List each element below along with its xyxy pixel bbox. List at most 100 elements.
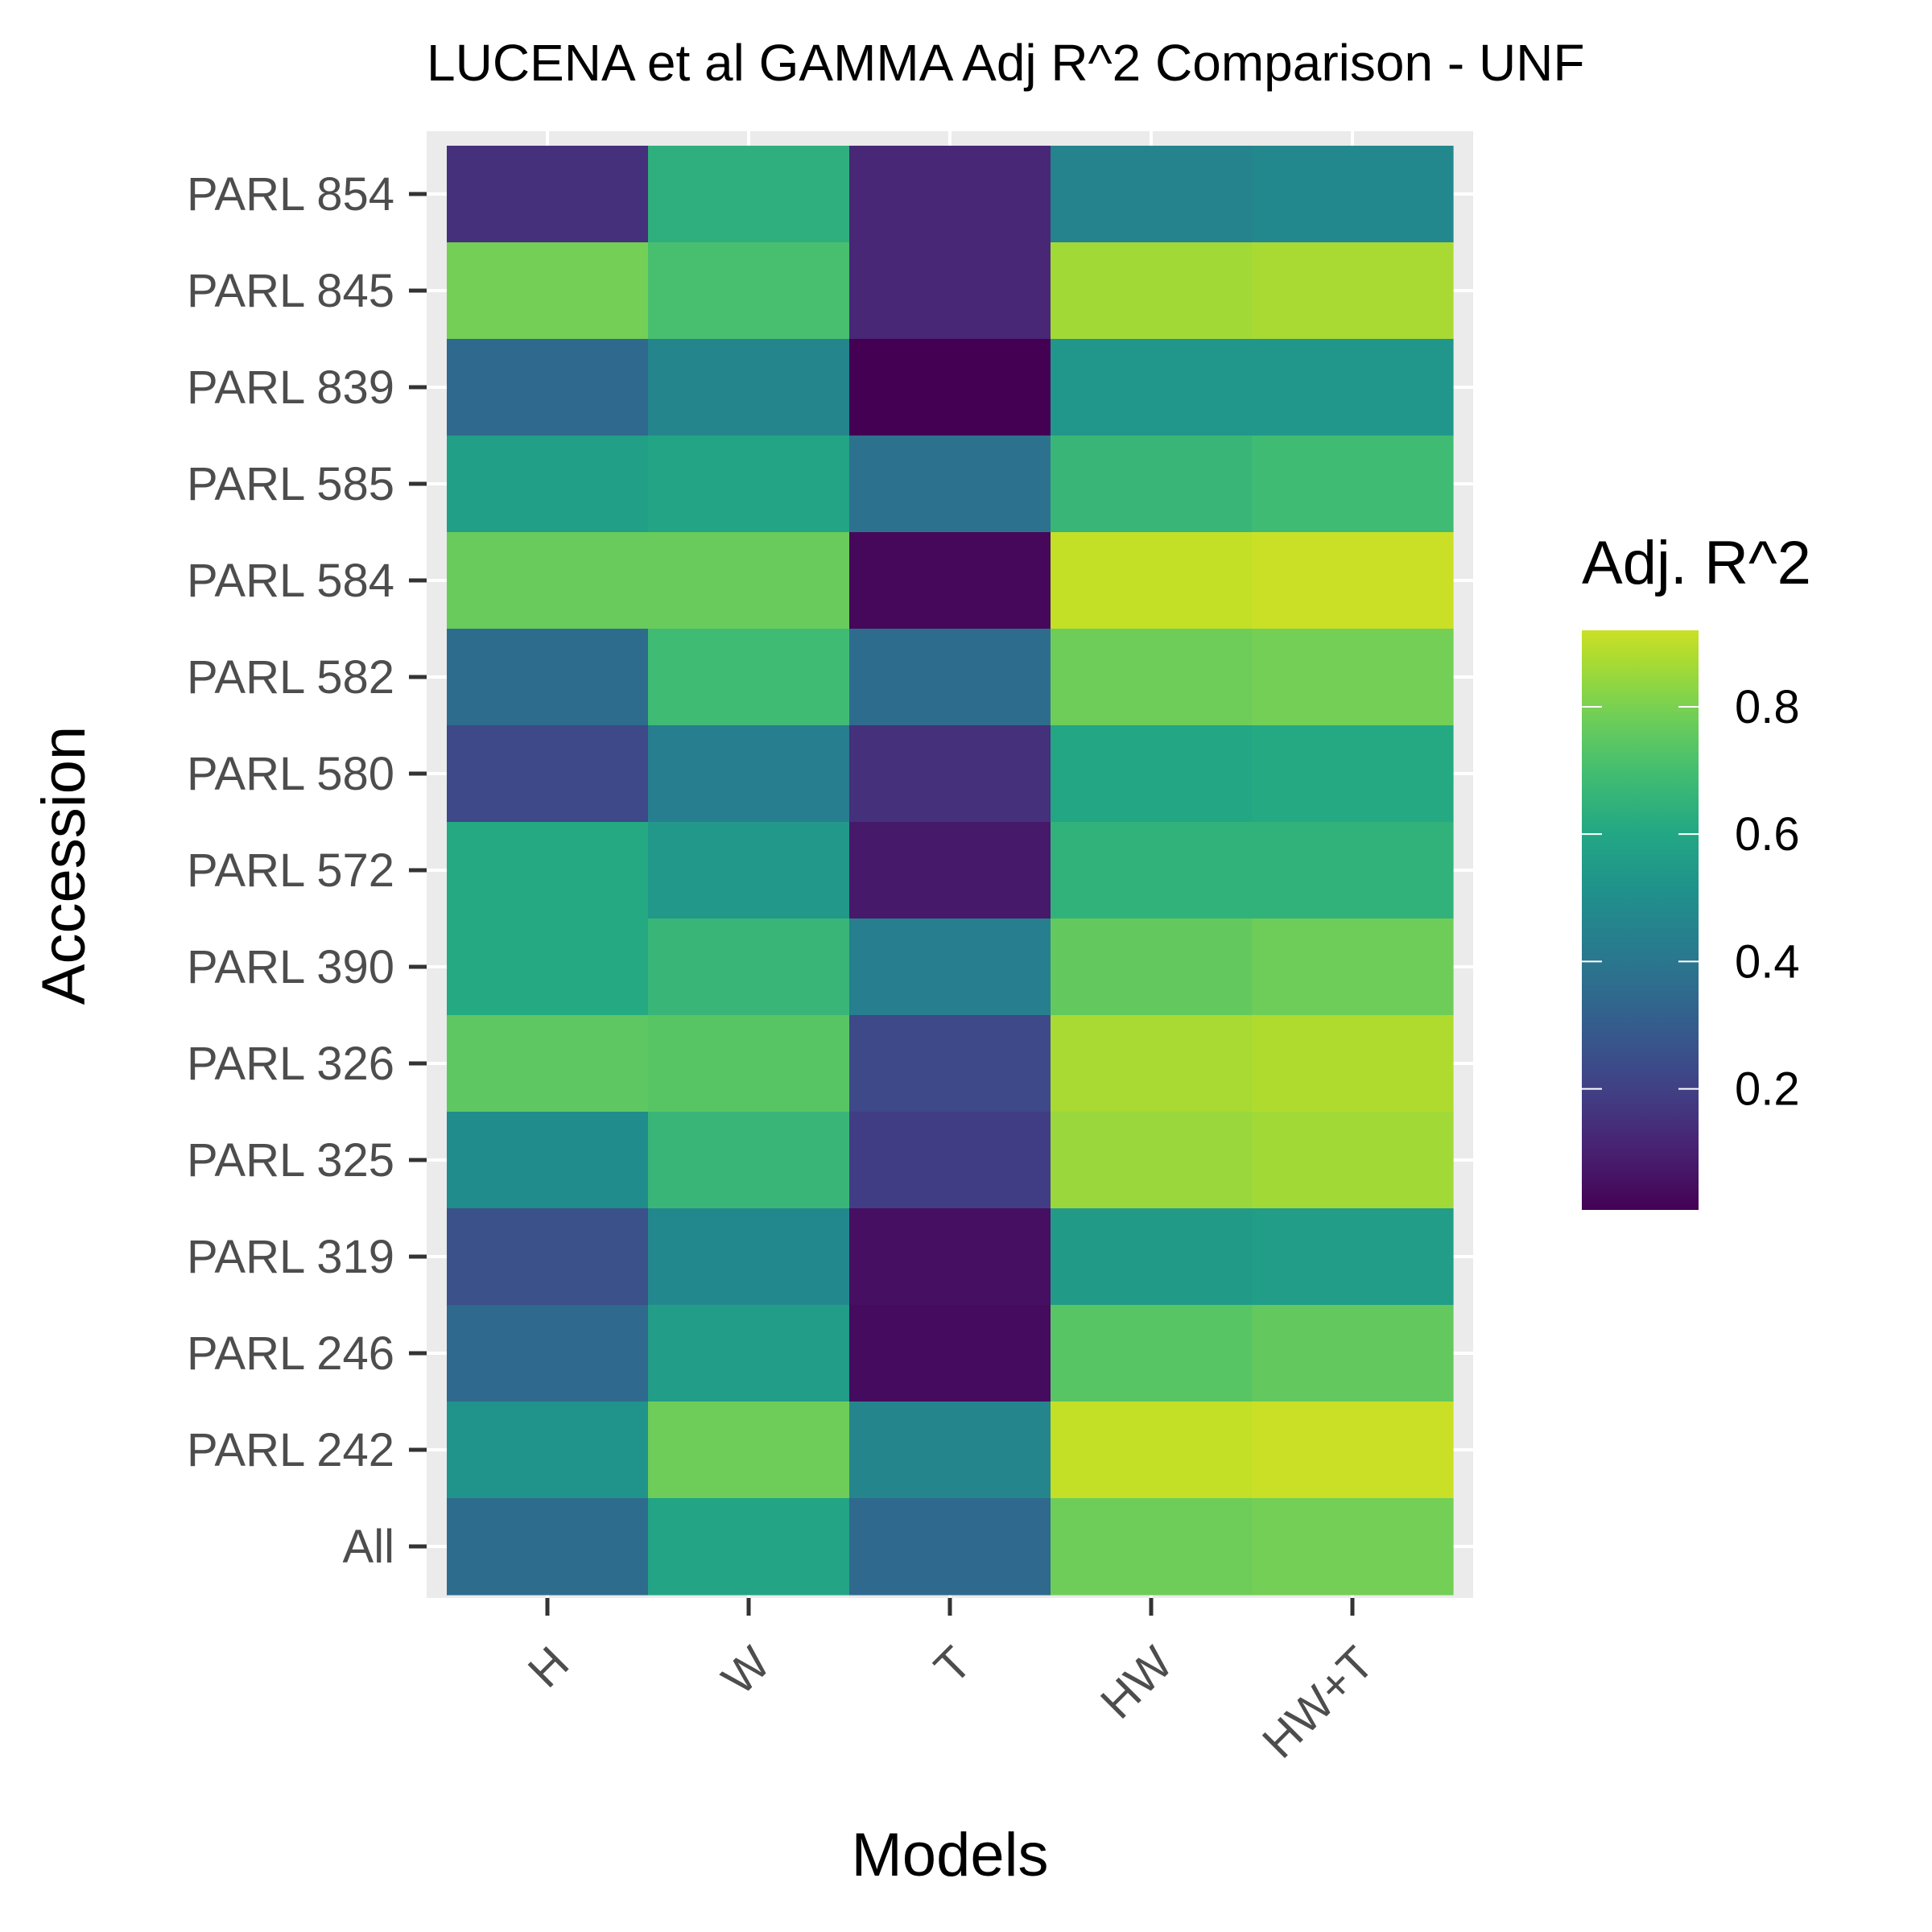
- y-tick-label: PARL 585: [187, 458, 394, 510]
- heatmap-cell: [447, 919, 649, 1016]
- x-tick-label: T: [924, 1637, 981, 1694]
- heatmap-cell: [648, 146, 850, 243]
- heatmap-cell: [1252, 629, 1454, 726]
- heatmap-cell: [1051, 919, 1253, 1016]
- heatmap-cell: [1051, 146, 1253, 243]
- colorbar-legend: Adj. R^2 0.2 0.4 0.6 0.8: [1582, 529, 1811, 1210]
- heatmap-cell: [648, 339, 850, 436]
- heatmap-cell: [1051, 339, 1253, 436]
- heatmap-cell: [648, 1112, 850, 1209]
- heatmap-cell: [1051, 822, 1253, 919]
- heatmap-cell: [447, 1112, 649, 1209]
- y-tick-label: PARL 246: [187, 1327, 394, 1380]
- heatmap-cell: [849, 1305, 1051, 1402]
- heatmap-cell: [447, 1402, 649, 1499]
- heatmap-cell: [648, 725, 850, 823]
- heatmap-cell: [849, 146, 1051, 243]
- legend-tick-label: 0.6: [1735, 808, 1800, 861]
- heatmap-cell: [1252, 436, 1454, 533]
- y-axis: PARL 854 PARL 845 PARL 839 PARL 585 PARL 584…: [187, 168, 427, 1573]
- heatmap-cell: [648, 919, 850, 1016]
- y-axis-title: Accession: [30, 726, 98, 1005]
- heatmap-cell: [648, 532, 850, 630]
- heatmap-cell: [447, 339, 649, 436]
- heatmap-cell: [849, 1402, 1051, 1499]
- heatmap-cell: [1051, 1112, 1253, 1209]
- heatmap-cell: [1252, 339, 1454, 436]
- heatmap-cell: [447, 629, 649, 726]
- heatmap-cell: [849, 242, 1051, 340]
- y-tick-label: PARL 390: [187, 941, 394, 993]
- heatmap-cell: [1252, 1112, 1454, 1209]
- heatmap-cell: [849, 725, 1051, 823]
- heatmap-cell: [648, 1498, 850, 1596]
- heatmap-cell: [1252, 1402, 1454, 1499]
- y-tick-label: PARL 326: [187, 1038, 394, 1090]
- heatmap-cell: [1051, 1305, 1253, 1402]
- y-tick-label: PARL 319: [187, 1231, 394, 1283]
- heatmap-cell: [447, 242, 649, 340]
- heatmap-cell: [1051, 242, 1253, 340]
- heatmap-cell: [849, 919, 1051, 1016]
- heatmap-cell: [447, 1498, 649, 1596]
- legend-tick-label: 0.2: [1735, 1063, 1800, 1116]
- heatmap-cell: [1051, 629, 1253, 726]
- heatmap-cell: [447, 532, 649, 630]
- x-axis-title: Models: [852, 1821, 1049, 1889]
- y-tick-label: PARL 582: [187, 651, 394, 704]
- heatmap-cell: [1051, 1498, 1253, 1596]
- heatmap-cell: [648, 1208, 850, 1306]
- heatmap-cell: [1252, 725, 1454, 823]
- heatmap-cell: [1252, 1015, 1454, 1113]
- heatmap-cell: [648, 1402, 850, 1499]
- heatmap-cell: [648, 629, 850, 726]
- legend-ticks: 0.2 0.4 0.6 0.8: [1582, 681, 1800, 1116]
- heatmap-cell: [849, 1015, 1051, 1113]
- heatmap-cell: [648, 1305, 850, 1402]
- heatmap-cell: [1051, 1015, 1253, 1113]
- heatmap-cell: [849, 436, 1051, 533]
- y-tick-label: PARL 325: [187, 1134, 394, 1187]
- heatmap-cell: [447, 1305, 649, 1402]
- heatmap-cell: [1051, 1402, 1253, 1499]
- heatmap-cell: [648, 436, 850, 533]
- y-tick-label: PARL 584: [187, 555, 394, 607]
- y-tick-label: PARL 854: [187, 168, 394, 221]
- heatmap-cell: [1252, 822, 1454, 919]
- heatmap-cell: [447, 1208, 649, 1306]
- heatmap-cell: [1051, 725, 1253, 823]
- heatmap-cell: [648, 822, 850, 919]
- heatmap-cell: [849, 1112, 1051, 1209]
- heatmap-cell: [1252, 242, 1454, 340]
- heatmap-cell: [648, 1015, 850, 1113]
- y-tick-label: PARL 572: [187, 844, 394, 897]
- legend-tick-label: 0.8: [1735, 681, 1800, 733]
- heatmap-cell: [849, 822, 1051, 919]
- y-tick-label: PARL 242: [187, 1424, 394, 1476]
- heatmap-cell: [1051, 532, 1253, 630]
- heatmap-cells: [447, 146, 1454, 1596]
- y-tick-label: PARL 839: [187, 361, 394, 414]
- heatmap-cell: [849, 1498, 1051, 1596]
- heatmap-cell: [1252, 1498, 1454, 1596]
- heatmap-cell: [1252, 146, 1454, 243]
- heatmap-cell: [1252, 1305, 1454, 1402]
- heatmap-cell: [1051, 436, 1253, 533]
- x-tick-label: H: [518, 1637, 580, 1698]
- x-tick-label: HW+T: [1253, 1637, 1384, 1768]
- y-tick-label: PARL 845: [187, 265, 394, 317]
- heatmap-cell: [447, 725, 649, 823]
- x-tick-label: HW: [1091, 1637, 1183, 1728]
- chart-title: LUCENA et al GAMMA Adj R^2 Comparison - …: [427, 34, 1584, 92]
- heatmap-cell: [1051, 1208, 1253, 1306]
- legend-tick-label: 0.4: [1735, 935, 1800, 988]
- heatmap-cell: [447, 146, 649, 243]
- heatmap-cell: [849, 532, 1051, 630]
- heatmap-cell: [849, 339, 1051, 436]
- colorbar: [1582, 630, 1699, 1210]
- y-tick-label: All: [343, 1521, 394, 1573]
- heatmap-cell: [447, 822, 649, 919]
- heatmap-cell: [849, 1208, 1051, 1306]
- heatmap-cell: [447, 1015, 649, 1113]
